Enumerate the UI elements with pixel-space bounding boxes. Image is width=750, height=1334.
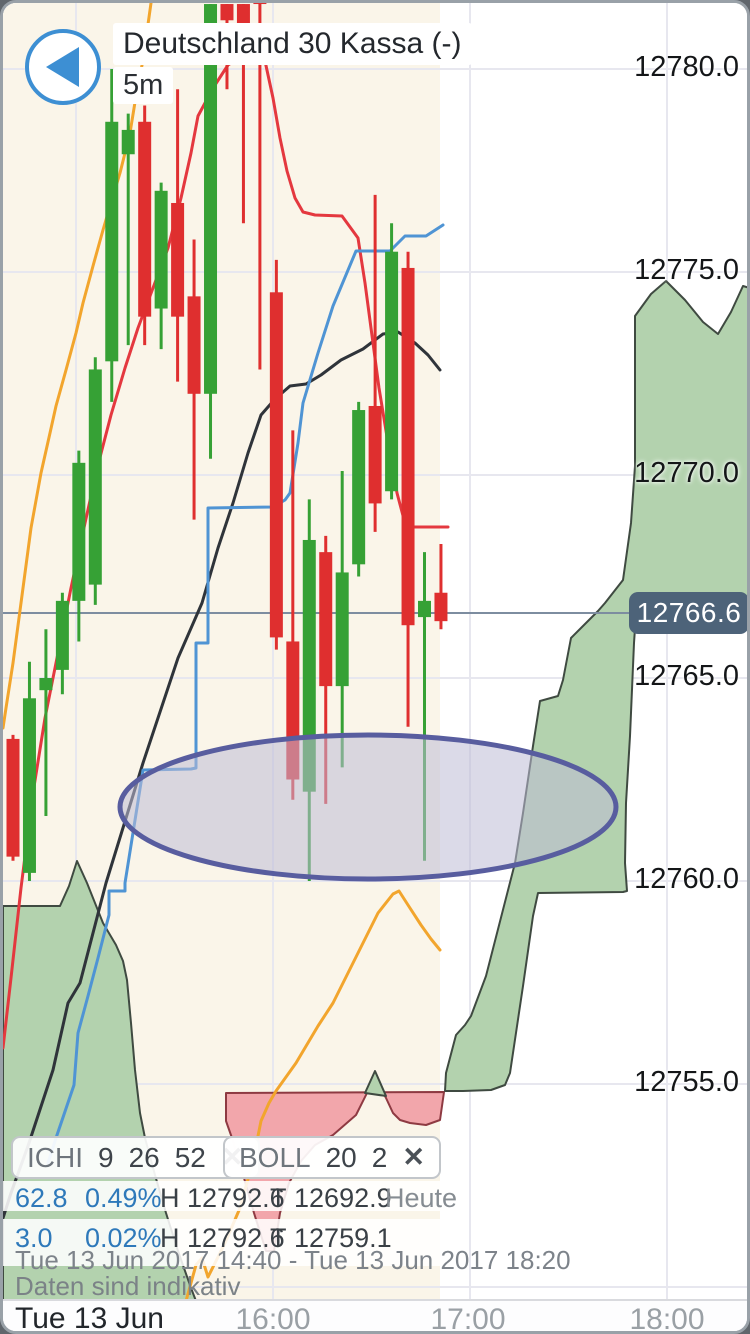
- candle-body: [171, 202, 185, 317]
- indicator-name: BOLL: [239, 1141, 311, 1173]
- price-axis-label: 12770.0: [634, 457, 739, 489]
- price-axis-label: 12755.0: [634, 1066, 739, 1098]
- low-label: T 12759.1: [270, 1223, 392, 1253]
- time-axis-tick: 18:00: [629, 1303, 705, 1334]
- close-icon[interactable]: ✕: [402, 1142, 425, 1172]
- indicator-name: ICHI: [27, 1141, 83, 1173]
- boll-mid-black: [3, 330, 442, 1220]
- candle-body: [253, 3, 267, 5]
- kumo-green-twist-triangle: [364, 1070, 387, 1097]
- back-arrow-icon: [46, 47, 79, 87]
- candle-body: [418, 600, 431, 618]
- candle-body: [385, 251, 399, 492]
- range-text: Tue 13 Jun 2017 14:40 - Tue 13 Jun 2017 …: [15, 1245, 571, 1275]
- candle-body: [269, 292, 283, 638]
- candle-body: [154, 190, 168, 309]
- candle-body: [335, 572, 349, 687]
- change-pct: 0.49%: [85, 1183, 162, 1213]
- price-axis-label: 12780.0: [634, 51, 739, 83]
- candle-body: [352, 410, 366, 565]
- candle-body: [121, 129, 135, 155]
- candle-body: [39, 678, 53, 691]
- price-axis-label: 12775.0: [634, 254, 739, 286]
- timeframe-label[interactable]: 5m: [113, 67, 174, 104]
- chart-canvas[interactable]: [3, 3, 747, 1331]
- info-strip: [3, 1181, 465, 1211]
- time-axis-bar[interactable]: [3, 1299, 747, 1331]
- chikou-orange-lower: [184, 889, 442, 1303]
- drawing-ellipse-annotation: [117, 732, 619, 882]
- indicator-param: 9: [98, 1141, 114, 1173]
- candle-body: [319, 552, 333, 687]
- period-tag: Heute: [385, 1183, 458, 1213]
- candle-body: [368, 405, 382, 504]
- back-button[interactable]: [25, 29, 101, 105]
- indicator-chip-boll[interactable]: BOLL 20 2 ✕: [223, 1136, 441, 1179]
- high-label: H 12792.6: [160, 1223, 285, 1253]
- date-label: Tue 13 Jun: [15, 1302, 164, 1334]
- indicator-param: 20: [325, 1141, 357, 1173]
- candle-body: [72, 462, 86, 601]
- instrument-title: Deutschland 30 Kassa (-): [113, 23, 472, 65]
- change-value: 62.8: [15, 1183, 68, 1213]
- candle-body: [55, 600, 69, 670]
- current-price-badge: 12766.6: [629, 592, 747, 634]
- candle-body: [88, 369, 102, 585]
- indicator-param: 2: [371, 1141, 388, 1173]
- candle-body: [22, 698, 36, 873]
- candle-body: [138, 121, 152, 317]
- info-strip: [3, 1219, 468, 1266]
- indicator-param: 52: [174, 1141, 206, 1173]
- candle-body: [401, 267, 415, 626]
- time-axis-tick: 17:00: [430, 1303, 506, 1334]
- candle-body: [6, 738, 20, 857]
- candle-body: [302, 539, 316, 792]
- candle-body: [434, 592, 448, 622]
- time-axis-tick: 16:00: [235, 1303, 311, 1334]
- indicator-chip-ichi[interactable]: ICHI 9 26 52 ✕: [11, 1136, 260, 1179]
- high-label: H 12792.6: [160, 1183, 285, 1213]
- change-value: 3.0: [15, 1223, 53, 1253]
- indicator-param: 26: [128, 1141, 160, 1173]
- candle-body: [204, 4, 218, 394]
- candle-body: [105, 121, 119, 362]
- candle-body: [220, 4, 234, 21]
- candle-body: [187, 296, 201, 394]
- price-axis-label: 12760.0: [634, 863, 739, 895]
- change-pct: 0.02%: [85, 1223, 162, 1253]
- price-axis-label: 12765.0: [634, 660, 739, 692]
- disclaimer-text: Daten sind indikativ: [15, 1271, 241, 1301]
- tenkan-blue: [46, 223, 445, 1165]
- low-label: T 12692.9: [270, 1183, 392, 1213]
